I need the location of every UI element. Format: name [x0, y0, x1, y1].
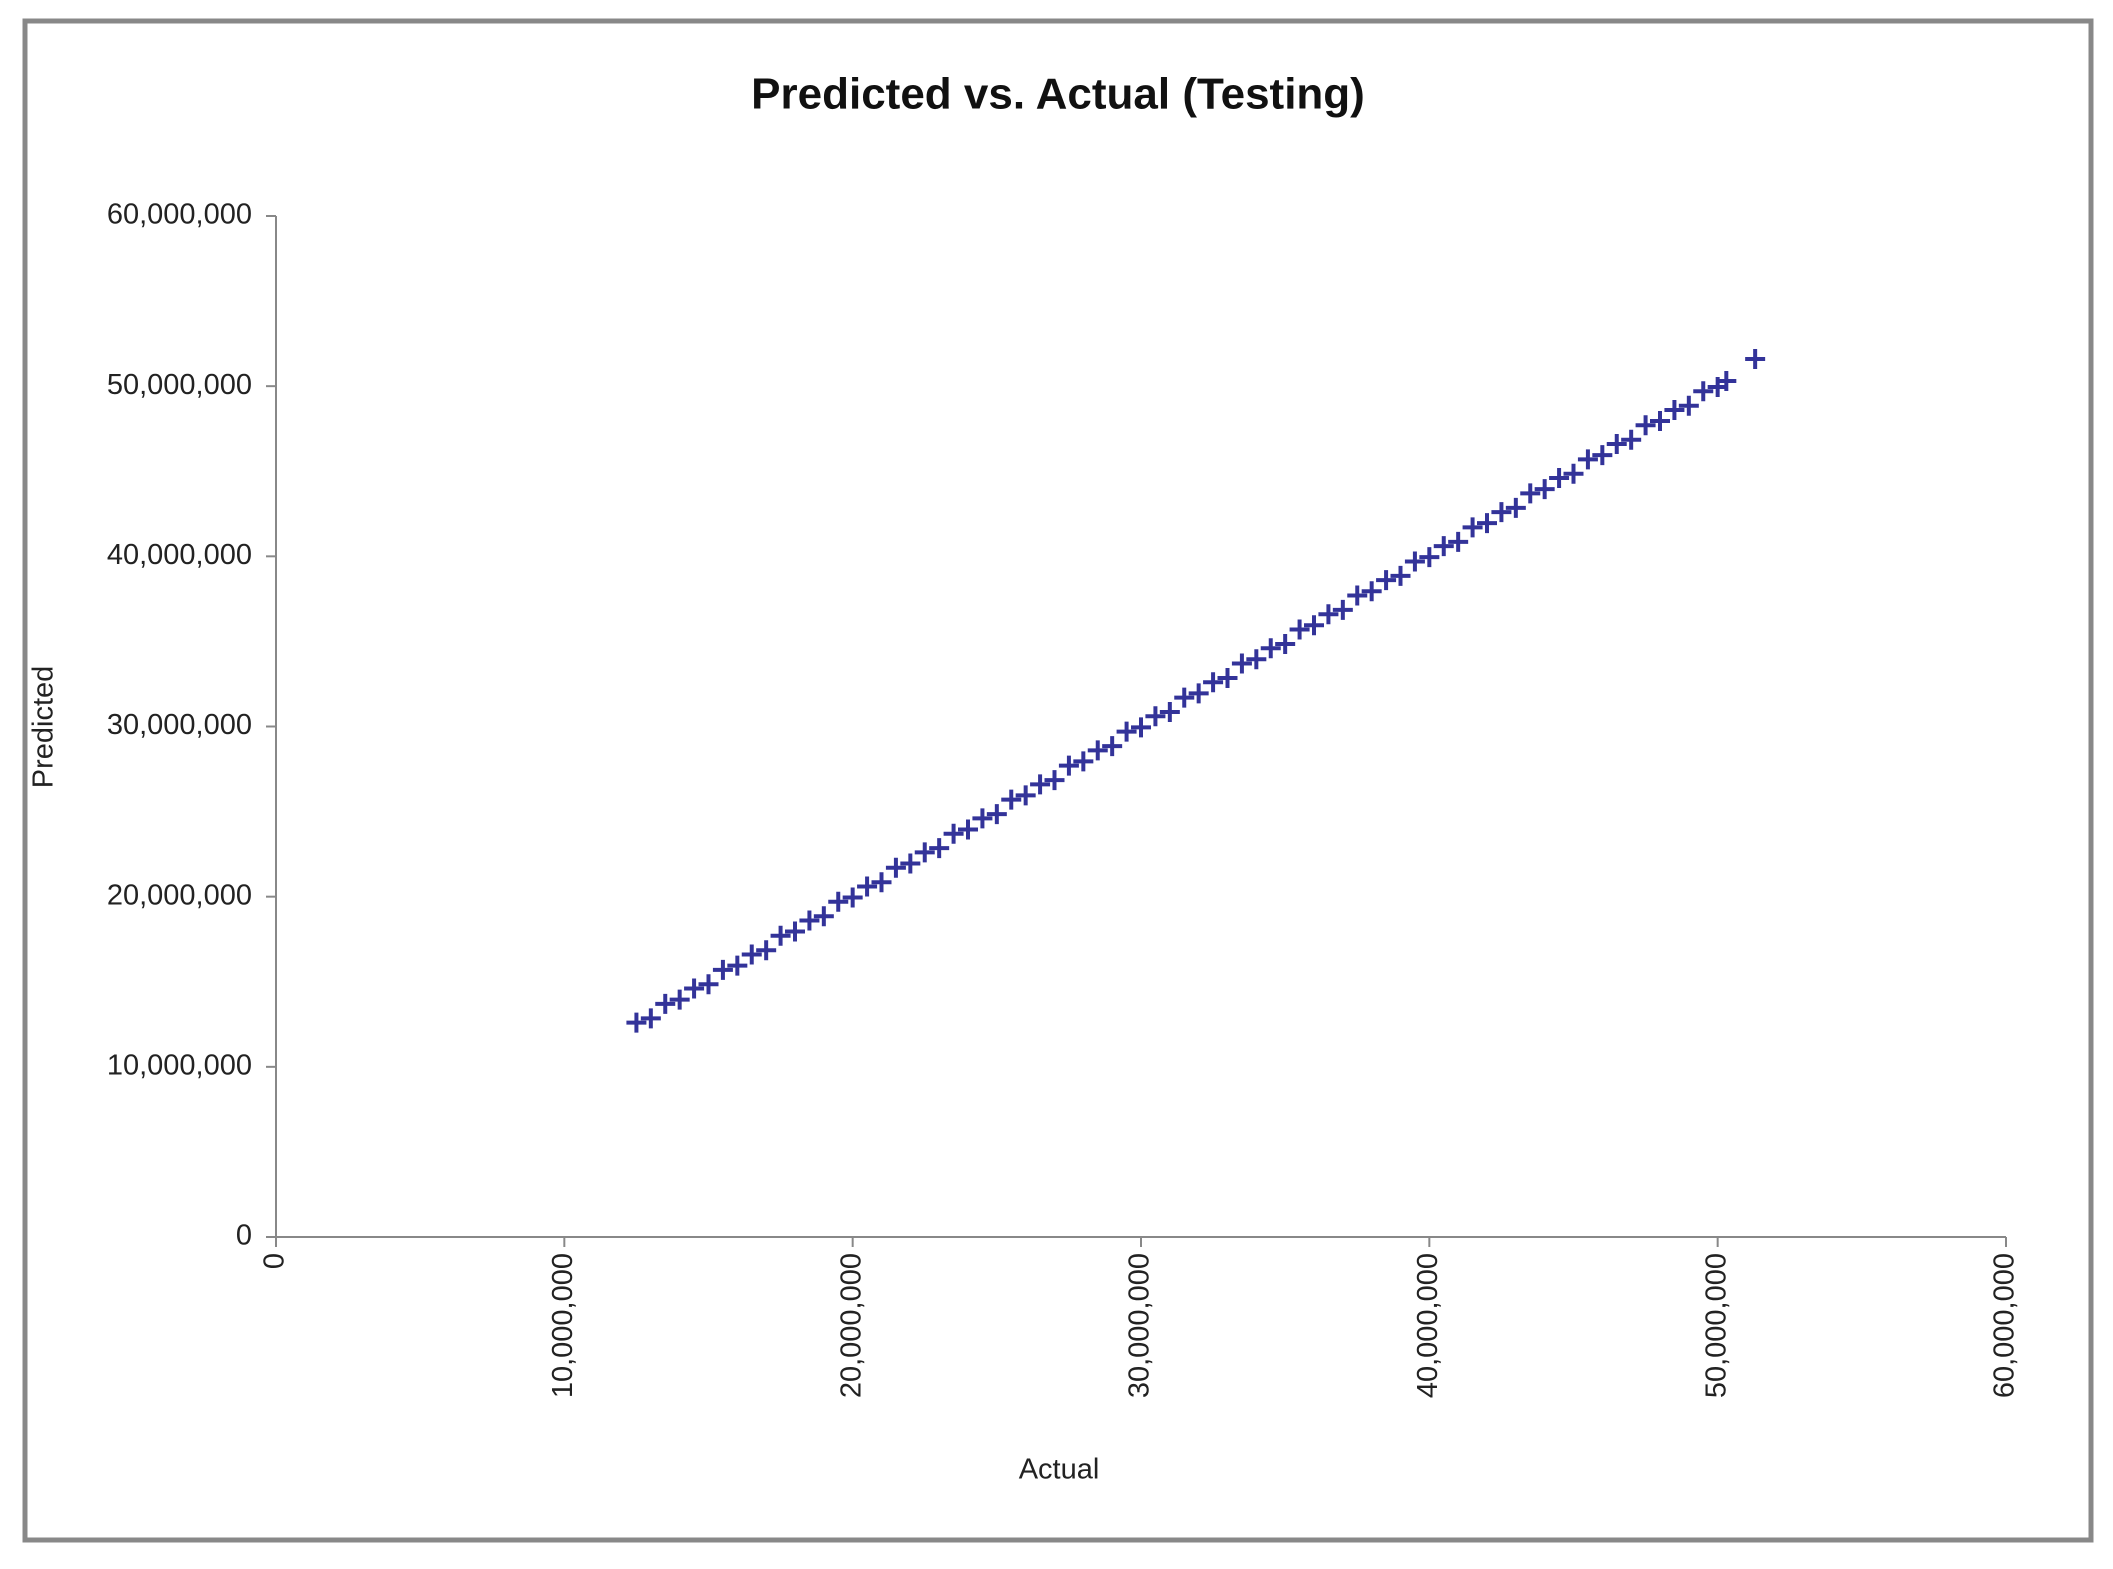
point: [1001, 789, 1022, 810]
point: [871, 872, 892, 893]
point: [785, 921, 805, 942]
point: [1592, 445, 1613, 466]
point: [1030, 774, 1051, 795]
point: [972, 808, 993, 829]
point: [1318, 604, 1339, 625]
point: [1260, 638, 1281, 659]
x-tick-label: 60,000,000: [1989, 1253, 2021, 1398]
point: [1491, 502, 1512, 523]
point: [929, 838, 950, 859]
point: [1361, 581, 1382, 602]
point: [1745, 348, 1766, 369]
point: [1390, 565, 1411, 586]
y-tick-label: 60,000,000: [107, 199, 252, 231]
point: [626, 1012, 647, 1033]
x-tick-label: 10,000,000: [547, 1253, 579, 1398]
x-tick-label: 50,000,000: [1700, 1253, 1732, 1398]
point: [842, 887, 863, 908]
point: [1419, 547, 1440, 568]
point: [741, 944, 762, 965]
point: [1145, 706, 1166, 727]
point: [1159, 702, 1180, 723]
point: [1621, 429, 1642, 450]
x-tick-label: 20,000,000: [835, 1253, 867, 1398]
point: [1404, 551, 1425, 572]
point: [756, 940, 777, 961]
x-tick-label: 40,000,000: [1412, 1253, 1444, 1398]
point: [1231, 653, 1252, 674]
point: [1664, 399, 1685, 420]
point: [640, 1008, 661, 1029]
point: [986, 804, 1007, 825]
x-tick-label: 0: [259, 1253, 291, 1269]
point: [1534, 479, 1555, 500]
point: [1577, 449, 1598, 470]
point: [1289, 619, 1310, 640]
y-tick-label: 50,000,000: [107, 369, 252, 401]
point: [655, 993, 676, 1014]
point: [1635, 415, 1656, 436]
y-axis-title: Predicted: [28, 666, 60, 789]
point: [684, 978, 705, 999]
point: [1520, 483, 1541, 504]
x-axis-title: Actual: [1019, 1454, 1100, 1486]
point: [857, 876, 878, 897]
point: [1433, 536, 1454, 557]
y-tick-label: 10,000,000: [107, 1049, 252, 1081]
point: [1650, 411, 1670, 432]
point: [1073, 751, 1094, 772]
point: [1549, 468, 1570, 489]
point: [799, 910, 820, 931]
point: [813, 906, 834, 927]
point: [669, 989, 690, 1010]
point: [1716, 371, 1737, 392]
point: [1693, 381, 1714, 402]
chart-title: Predicted vs. Actual (Testing): [751, 70, 1365, 119]
point: [1116, 721, 1137, 742]
point: [1347, 585, 1368, 606]
point: [1275, 633, 1296, 654]
point: [1563, 463, 1584, 484]
point: [1188, 683, 1209, 704]
point: [1174, 687, 1195, 708]
point: [1203, 672, 1224, 693]
x-tick-label: 30,000,000: [1124, 1253, 1156, 1398]
point: [1058, 755, 1079, 776]
point: [943, 823, 964, 844]
point: [1462, 517, 1483, 538]
point: [900, 853, 921, 874]
point: [828, 891, 849, 912]
point: [1102, 736, 1123, 757]
point: [727, 955, 748, 976]
point: [1246, 649, 1267, 670]
y-tick-label: 30,000,000: [107, 709, 252, 741]
point: [1376, 570, 1397, 591]
point: [1217, 668, 1238, 689]
point: [1678, 395, 1699, 416]
point: [1304, 615, 1324, 636]
point: [1015, 785, 1036, 806]
point: [885, 857, 906, 878]
point: [1606, 434, 1627, 455]
point: [1087, 740, 1108, 761]
point: [698, 974, 719, 995]
point: [1044, 770, 1065, 791]
point: [1448, 531, 1469, 552]
point: [1131, 717, 1151, 738]
y-tick-label: 0: [236, 1220, 252, 1252]
point: [1505, 497, 1526, 518]
point: [712, 959, 733, 980]
y-tick-label: 20,000,000: [107, 879, 252, 911]
y-tick-label: 40,000,000: [107, 539, 252, 571]
point: [1332, 599, 1353, 620]
point: [958, 819, 978, 840]
point: [914, 842, 935, 863]
point: [1477, 513, 1497, 534]
point: [770, 925, 791, 946]
